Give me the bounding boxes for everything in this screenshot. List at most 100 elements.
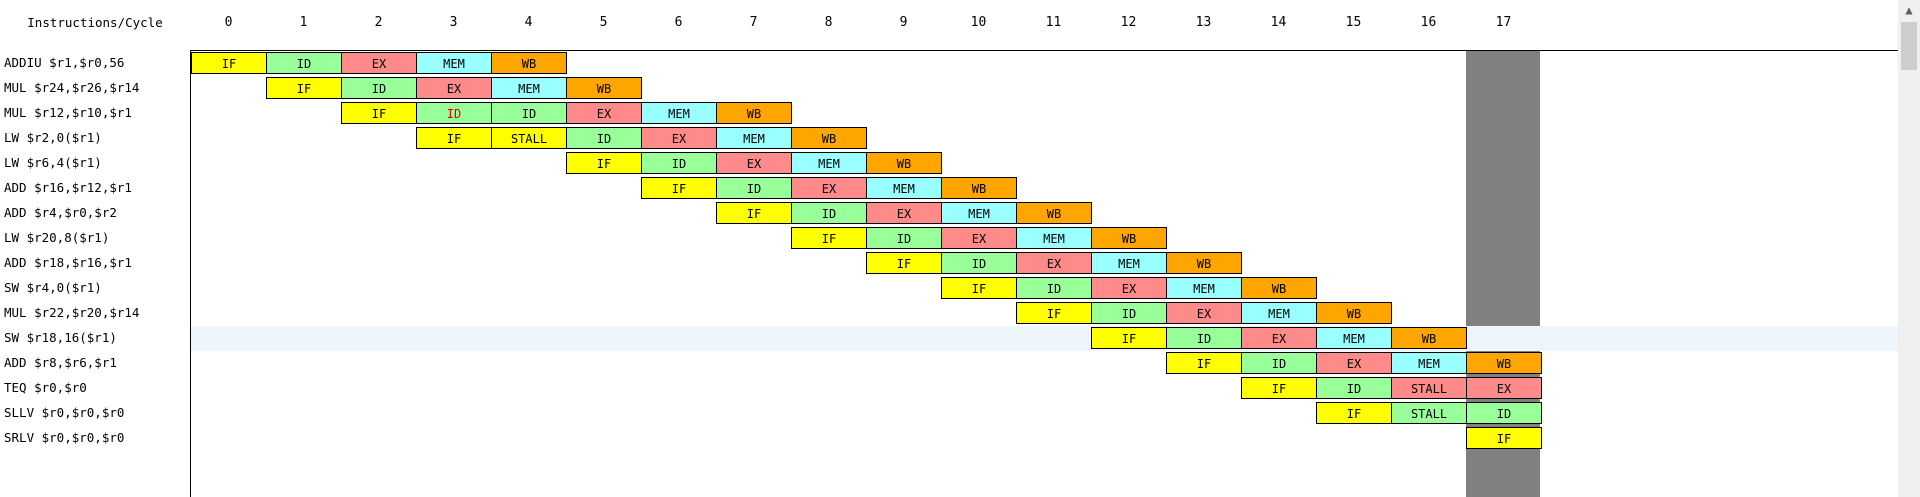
instruction-label[interactable]: LW $r2,0($r1): [4, 130, 102, 145]
instruction-label[interactable]: LW $r6,4($r1): [4, 155, 102, 170]
stage-cell-wb: WB: [1091, 227, 1167, 249]
stage-cell-ex: EX: [641, 127, 717, 149]
stage-cell-id: ID: [566, 127, 642, 149]
instruction-label[interactable]: ADD $r8,$r6,$r1: [4, 355, 117, 370]
cycle-header: 10: [970, 15, 987, 30]
stage-cell-ex: EX: [416, 77, 492, 99]
instruction-label[interactable]: ADD $r16,$r12,$r1: [4, 180, 132, 195]
stage-cell-id: ID: [1166, 327, 1242, 349]
instruction-label[interactable]: MUL $r22,$r20,$r14: [4, 305, 140, 320]
instruction-label[interactable]: SW $r4,0($r1): [4, 280, 102, 295]
stage-cell-mem: MEM: [1316, 327, 1392, 349]
label-divider: [190, 50, 191, 497]
stage-cell-if: IF: [866, 252, 942, 274]
stage-cell-mem: MEM: [1091, 252, 1167, 274]
stage-cell-if: IF: [1466, 427, 1542, 449]
stage-cell-wb: WB: [791, 127, 867, 149]
stage-cell-if: IF: [941, 277, 1017, 299]
stage-cell-wb: WB: [1466, 352, 1542, 374]
stage-cell-if: IF: [566, 152, 642, 174]
stage-cell-wb: WB: [1166, 252, 1242, 274]
stage-cell-mem: MEM: [641, 102, 717, 124]
stage-cell-ex: EX: [566, 102, 642, 124]
instruction-label[interactable]: MUL $r24,$r26,$r14: [4, 80, 140, 95]
stage-cell-if: IF: [1166, 352, 1242, 374]
instruction-label[interactable]: TEQ $r0,$r0: [4, 380, 87, 395]
stage-cell-wb: WB: [716, 102, 792, 124]
stage-cell-ex: EX: [1316, 352, 1392, 374]
cycle-header: 5: [599, 15, 608, 30]
instruction-label[interactable]: MUL $r12,$r10,$r1: [4, 105, 132, 120]
stage-cell-ex: EX: [341, 52, 417, 74]
stage-cell-if: IF: [1091, 327, 1167, 349]
stage-cell-mem: MEM: [1016, 227, 1092, 249]
stage-cell-wb: WB: [1016, 202, 1092, 224]
stage-cell-mem: MEM: [716, 127, 792, 149]
cycle-header: 17: [1495, 15, 1512, 30]
stage-cell-ex: EX: [1166, 302, 1242, 324]
selected-row-highlight: [190, 326, 1898, 351]
cycle-header: 16: [1420, 15, 1437, 30]
stage-cell-id: ID: [266, 52, 342, 74]
header-title: Instructions/Cycle: [27, 15, 163, 30]
scroll-up-arrow-icon[interactable]: ▲: [1905, 3, 1913, 17]
stage-cell-stall: STALL: [491, 127, 567, 149]
stage-cell-ex: EX: [716, 152, 792, 174]
cycle-header: 7: [749, 15, 758, 30]
stage-cell-if: IF: [266, 77, 342, 99]
cycle-header: 6: [674, 15, 683, 30]
instruction-label[interactable]: SLLV $r0,$r0,$r0: [4, 405, 125, 420]
stage-cell-if: IF: [1241, 377, 1317, 399]
header-divider: [190, 50, 1898, 51]
stage-cell-id: ID: [866, 227, 942, 249]
stage-cell-id: ID: [416, 102, 492, 124]
stage-cell-id: ID: [1316, 377, 1392, 399]
stage-cell-wb: WB: [866, 152, 942, 174]
instruction-label[interactable]: ADD $r4,$r0,$r2: [4, 205, 117, 220]
stage-cell-mem: MEM: [491, 77, 567, 99]
stage-cell-wb: WB: [1391, 327, 1467, 349]
cycle-header: 11: [1045, 15, 1062, 30]
stage-cell-wb: WB: [1316, 302, 1392, 324]
stage-cell-mem: MEM: [416, 52, 492, 74]
stage-cell-id: ID: [716, 177, 792, 199]
scroll-thumb[interactable]: [1901, 22, 1917, 70]
stage-cell-if: IF: [191, 52, 267, 74]
stage-cell-mem: MEM: [1166, 277, 1242, 299]
stage-cell-ex: EX: [1241, 327, 1317, 349]
stage-cell-id: ID: [941, 252, 1017, 274]
stage-cell-ex: EX: [866, 202, 942, 224]
instruction-label[interactable]: ADD $r18,$r16,$r1: [4, 255, 132, 270]
instruction-label[interactable]: LW $r20,8($r1): [4, 230, 110, 245]
cycle-header: 14: [1270, 15, 1287, 30]
stage-cell-mem: MEM: [1241, 302, 1317, 324]
stage-cell-ex: EX: [791, 177, 867, 199]
stage-cell-wb: WB: [1241, 277, 1317, 299]
stage-cell-wb: WB: [566, 77, 642, 99]
cycle-header: 3: [449, 15, 458, 30]
stage-cell-id: ID: [1241, 352, 1317, 374]
stage-cell-id: ID: [1466, 402, 1542, 424]
stage-cell-id: ID: [491, 102, 567, 124]
cycle-header: 8: [824, 15, 833, 30]
instruction-label[interactable]: SW $r18,16($r1): [4, 330, 117, 345]
instruction-label[interactable]: ADDIU $r1,$r0,56: [4, 55, 125, 70]
stage-cell-if: IF: [716, 202, 792, 224]
cycle-header: 12: [1120, 15, 1137, 30]
stage-cell-ex: EX: [1091, 277, 1167, 299]
stage-cell-stall: STALL: [1391, 377, 1467, 399]
stage-cell-id: ID: [341, 77, 417, 99]
cycle-header: 1: [299, 15, 308, 30]
vertical-scrollbar[interactable]: ▲: [1898, 0, 1920, 497]
stage-cell-if: IF: [641, 177, 717, 199]
stage-cell-id: ID: [1016, 277, 1092, 299]
stage-cell-if: IF: [1016, 302, 1092, 324]
stage-cell-wb: WB: [941, 177, 1017, 199]
instruction-label[interactable]: SRLV $r0,$r0,$r0: [4, 430, 125, 445]
stage-cell-if: IF: [791, 227, 867, 249]
cycle-header: 13: [1195, 15, 1212, 30]
cycle-header: 15: [1345, 15, 1362, 30]
stage-cell-ex: EX: [1016, 252, 1092, 274]
stage-cell-mem: MEM: [791, 152, 867, 174]
